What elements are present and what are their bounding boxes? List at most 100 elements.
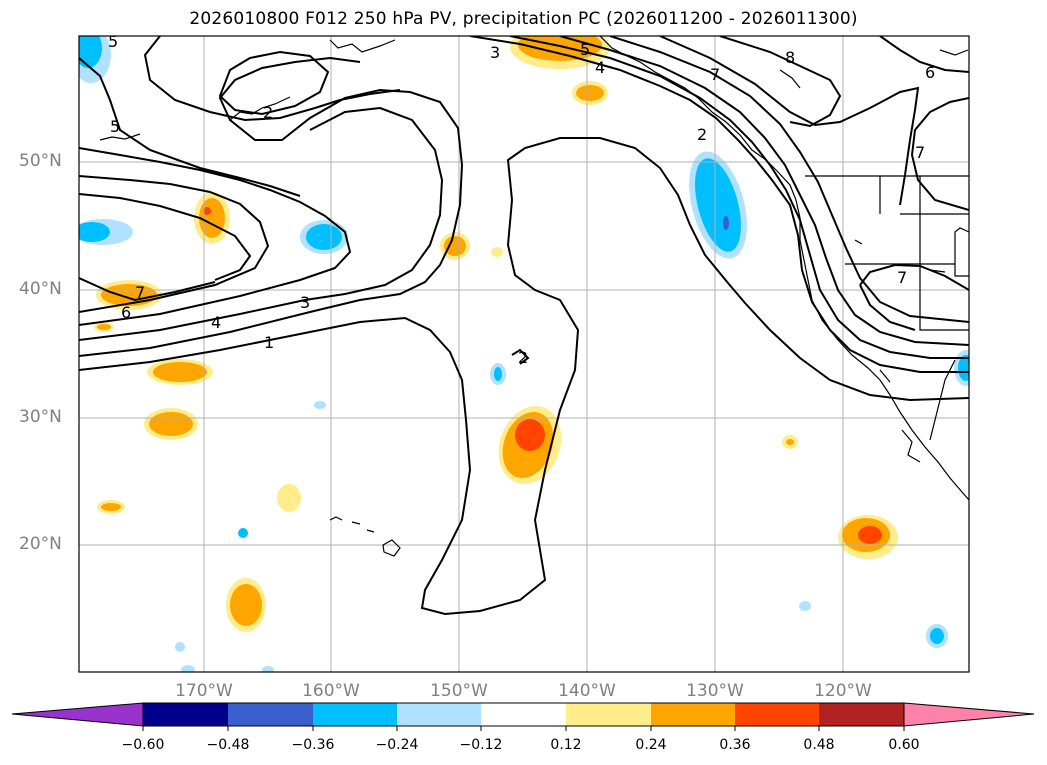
pv-contour-label: 4 [595, 58, 605, 77]
longitude-label: 160°W [302, 681, 360, 701]
longitude-label: 130°W [686, 681, 744, 701]
pv-contour-label: 2 [697, 125, 707, 144]
pv-contour [143, 36, 401, 122]
pv-contour [719, 36, 842, 128]
map-title: 2026010800 F012 250 hPa PV, precipitatio… [189, 9, 858, 29]
pv-contour-label: 6 [121, 303, 131, 322]
precip-negative-anomaly [175, 642, 185, 652]
pv-contour [910, 97, 969, 211]
pv-contour-label: 6 [925, 63, 935, 82]
precip-negative-anomaly [79, 36, 102, 68]
longitude-label: 120°W [814, 681, 872, 701]
precip-negative-anomaly [799, 601, 811, 611]
pv-contour-label: 4 [211, 313, 221, 332]
pv-contour [79, 277, 216, 302]
precip-positive-anomaly [149, 412, 193, 436]
precip-negative-anomaly [494, 367, 502, 381]
precip-positive-anomaly [230, 584, 262, 626]
colorbar-segment [143, 703, 228, 726]
longitude-label: 150°W [430, 681, 488, 701]
pv-contour-labels: 5 5 2 3 5 4 7 8 6 7 6 4 3 1 2 2 7 7 [108, 32, 935, 367]
colorbar-tick-label: 0.60 [888, 737, 920, 753]
colorbar-tick-label: 0.36 [719, 737, 751, 753]
precip-negative-anomaly [238, 528, 248, 538]
precip-negative-anomaly [930, 628, 944, 644]
precip-negative-anomaly [79, 222, 110, 242]
precip-negative-anomaly [262, 666, 274, 672]
pv-contour [469, 36, 969, 373]
pv-contour [218, 50, 330, 116]
pv-contour-label: 3 [490, 43, 500, 62]
pv-contour-label: 2 [263, 103, 273, 122]
precip-negative-anomaly [695, 158, 741, 252]
precip-negative-anomaly [958, 355, 969, 381]
colorbar-segment [481, 703, 566, 726]
colorbar-segment [819, 703, 904, 726]
precip-positive-anomaly [199, 198, 225, 238]
precip-positive-anomaly [786, 439, 794, 445]
colorbar-segment [397, 703, 481, 726]
pv-contour-label: 8 [785, 48, 795, 67]
precip-positive-anomaly [515, 419, 545, 451]
pv-contour [79, 57, 301, 197]
pv-contour [559, 36, 969, 346]
precip-positive-anomaly [277, 484, 301, 512]
pv-contour [509, 36, 969, 359]
precip-negative-anomaly [723, 216, 729, 230]
colorbar-extend-high [903, 702, 1035, 727]
latitude-label: 30°N [19, 407, 62, 427]
precip-positive-anomaly [576, 85, 604, 101]
pv-contour-label: 5 [110, 117, 120, 136]
pv-contour-label: 5 [580, 40, 590, 59]
precip-positive-anomaly [101, 503, 121, 511]
pv-contour-label: 7 [710, 65, 720, 84]
pv-contour [79, 147, 352, 326]
precip-negative-anomaly [306, 224, 342, 250]
pv-contours [79, 36, 969, 616]
pv-contour [79, 137, 969, 616]
colorbar-segment [313, 703, 397, 726]
precip-negative-anomaly [181, 665, 195, 672]
pv-contour [859, 284, 916, 331]
longitude-label: 140°W [558, 681, 616, 701]
colorbar-tick-label: 0.12 [550, 737, 582, 753]
latitude-label: 50°N [19, 151, 62, 171]
pv-contour [79, 175, 270, 313]
pv-contour-label: 2 [518, 348, 528, 367]
pv-contour [511, 348, 530, 365]
colorbar-tick-label: −0.60 [121, 737, 165, 753]
pv-contour-label: 1 [264, 333, 274, 352]
precip-positive-anomaly [491, 247, 503, 257]
colorbar-segment [566, 703, 651, 726]
colorbar-segment [651, 703, 735, 726]
latitude-label: 40°N [19, 279, 62, 299]
colorbar-tick-label: 0.48 [803, 737, 835, 753]
pv-contour [79, 193, 252, 281]
colorbar-tick-label: −0.48 [206, 737, 250, 753]
pv-contour [79, 56, 464, 357]
plot-frame [78, 35, 970, 673]
pv-contour-label: 7 [915, 143, 925, 162]
pv-contour [609, 36, 969, 323]
graticule [79, 36, 969, 672]
longitude-label: 170°W [175, 681, 233, 701]
precip-negative-anomaly [314, 401, 326, 409]
latitude-label: 20°N [19, 534, 62, 554]
pv-contour [659, 36, 920, 206]
precip-positive-anomaly [444, 236, 466, 256]
colorbar-tick-label: 0.24 [635, 737, 667, 753]
pv-contour-label: 3 [300, 293, 310, 312]
precip-positive-anomaly [858, 526, 882, 544]
colorbar-tick-label: −0.24 [375, 737, 419, 753]
pv-contour [879, 36, 969, 73]
pv-contour-label: 7 [897, 268, 907, 287]
colorbar-tick-label: −0.12 [459, 737, 503, 753]
precip-positive-anomaly [203, 207, 211, 215]
colorbar [11, 702, 1035, 731]
precip-positive-anomaly [153, 362, 207, 382]
colorbar-segment [735, 703, 819, 726]
pv-contour-label: 5 [108, 32, 118, 51]
colorbar-segment [228, 703, 313, 726]
precip-positive-anomaly [97, 324, 111, 330]
